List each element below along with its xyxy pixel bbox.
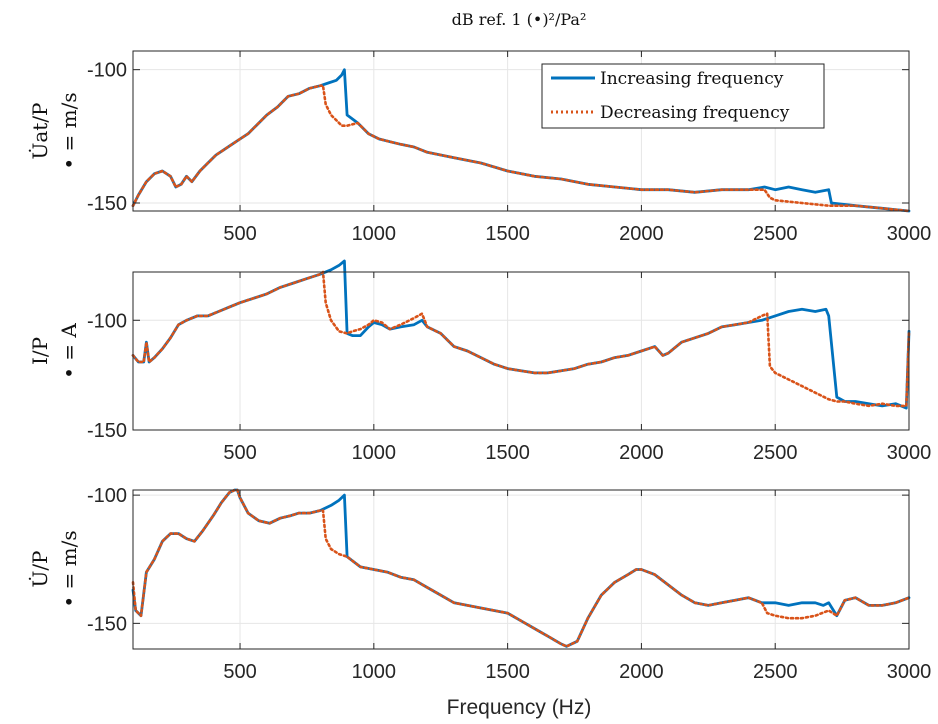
subplot-3-ylabel: U̇/P • = m/s [28, 530, 81, 607]
subplot-3-ylabel-bottom: • = m/s [57, 530, 81, 607]
subplot-3-ylabel-top: U̇/P [28, 550, 52, 587]
subplot-3: 500 1000 1500 2000 2500 3000 -150 -100 U̇/P • =… [28, 485, 931, 683]
x-tick-label: 500 [223, 223, 256, 245]
y-tick-label: -150 [87, 420, 127, 442]
subplot-2-ylabel: I/P • = A [28, 323, 81, 379]
x-tick-label: 2500 [753, 442, 798, 464]
x-tick-label: 1000 [352, 442, 397, 464]
x-tick-label: 1000 [352, 223, 397, 245]
y-tick-label: -100 [87, 485, 127, 507]
subplot-1-frame [132, 50, 910, 212]
subplot-1-ticks: 500 1000 1500 2000 2500 3000 -150 -100 [87, 51, 931, 245]
x-tick-label: 1500 [485, 442, 530, 464]
x-tick-label: 3000 [887, 661, 932, 683]
subplot-2-ylabel-top: I/P [28, 337, 52, 365]
series-line-decreasing [131, 488, 911, 648]
legend-label-increasing: Increasing frequency [600, 69, 784, 89]
subplot-2-ylabel-bottom: • = A [57, 323, 81, 379]
x-tick-label: 500 [223, 661, 256, 683]
x-tick-label: 3000 [887, 442, 932, 464]
legend-label-decreasing: Decreasing frequency [600, 103, 790, 123]
subplot-3-ticks: 500 1000 1500 2000 2500 3000 -150 -100 [87, 485, 931, 683]
y-tick-label: -150 [87, 193, 127, 215]
x-axis-label: Frequency (Hz) [447, 696, 592, 719]
x-tick-label: 2000 [619, 661, 664, 683]
legend-box [541, 63, 825, 129]
x-tick-label: 500 [223, 442, 256, 464]
subplot-1: 500 1000 1500 2000 2500 3000 -150 -100 U̇at/P •… [28, 50, 931, 245]
y-tick-label: -150 [87, 613, 127, 635]
x-tick-label: 3000 [887, 223, 932, 245]
subplot-1-ylabel-top: U̇at/P [28, 102, 52, 159]
x-tick-label: 2500 [753, 661, 798, 683]
y-tick-label: -100 [87, 60, 127, 82]
subplot-3-frame [132, 489, 910, 650]
subplot-2-frame [132, 271, 910, 431]
x-tick-label: 2500 [753, 223, 798, 245]
subplot-2-series [131, 259, 911, 410]
x-tick-label: 1500 [485, 223, 530, 245]
subplot-1-ylabel: U̇at/P • = m/s [28, 92, 81, 169]
subplot-2-ticks: 500 1000 1500 2000 2500 3000 -150 -100 [87, 272, 931, 464]
figure-title: dB ref. 1 (•)²/Pa² [452, 10, 587, 29]
y-tick-label: -100 [87, 310, 127, 332]
subplot-2: 500 1000 1500 2000 2500 3000 -150 -100 I/P • = … [28, 259, 931, 464]
x-tick-label: 2000 [619, 223, 664, 245]
x-tick-label: 1000 [352, 661, 397, 683]
x-tick-label: 2000 [619, 442, 664, 464]
subplot-1-series [131, 68, 911, 213]
subplot-2-grid [133, 272, 910, 431]
series-line-decreasing [131, 84, 911, 213]
subplot-1-ylabel-bottom: • = m/s [57, 92, 81, 169]
legend: Increasing frequency Decreasing frequenc… [541, 63, 825, 129]
series-line-increasing [131, 259, 911, 410]
subplot-3-series [131, 488, 911, 648]
series-line-decreasing [131, 270, 911, 408]
x-tick-label: 1500 [485, 661, 530, 683]
